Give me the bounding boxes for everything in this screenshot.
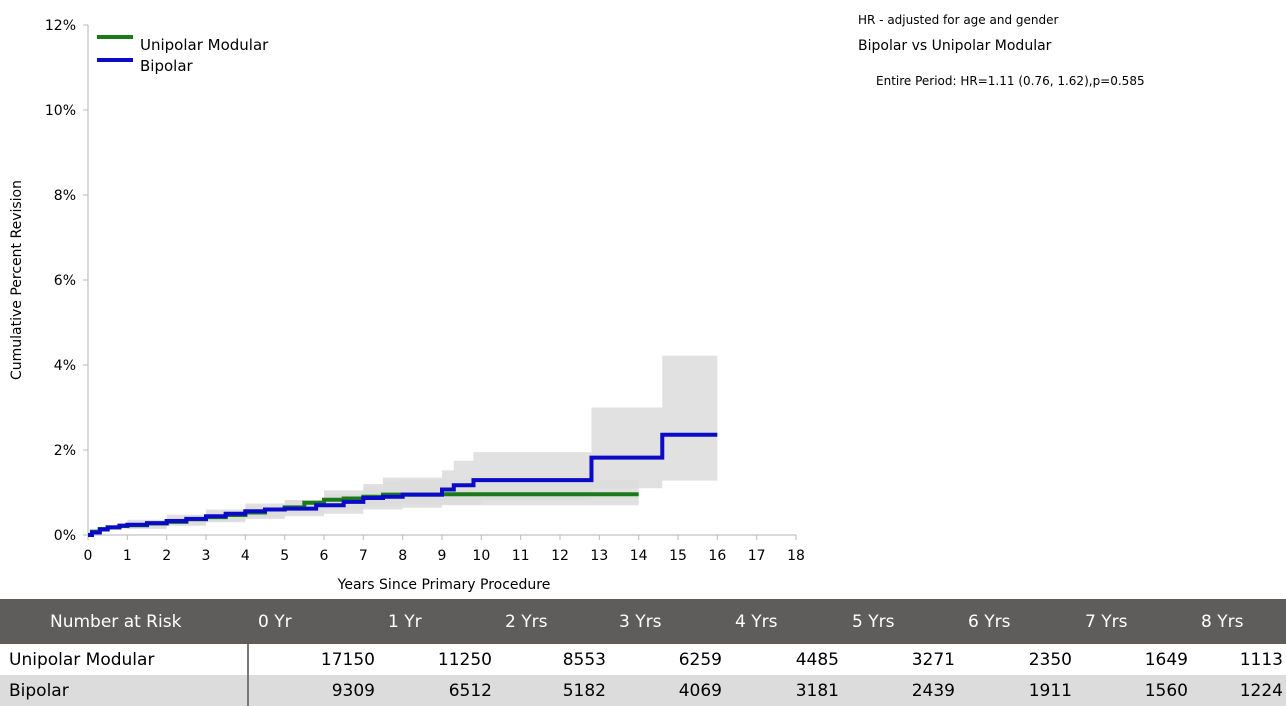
- risk-header-5yrs: 5 Yrs: [842, 599, 958, 644]
- risk-cell: 3181: [725, 675, 842, 706]
- cumulative-revision-chart: 0 1 2 3 4 5 6 7 8 9 10 11 12 13 14 15 16 17 180%2%4%6%8%10…: [9, 18, 805, 593]
- risk-header-2yrs: 2 Yrs: [495, 599, 609, 644]
- risk-cell: 1224: [1191, 675, 1286, 706]
- hr-note-title: HR - adjusted for age and gender: [858, 13, 1059, 27]
- x-tick-label: 9: [438, 548, 447, 564]
- axis-ticks: 0 1 2 3 4 5 6 7 8 9 10 11 12 13 14 15 16 17 180%2%4%6%8%10…: [45, 18, 805, 564]
- x-tick-label: 6: [320, 548, 329, 564]
- x-axis-title: Years Since Primary Procedure: [337, 577, 551, 593]
- risk-cell: 4069: [609, 675, 725, 706]
- risk-cell: 1911: [958, 675, 1075, 706]
- series-line-1: [88, 432, 718, 537]
- risk-cell: 6259: [678, 649, 722, 670]
- risk-cell: 5182: [495, 675, 609, 706]
- ci-band-series-1: [88, 355, 718, 535]
- risk-cell: 6512: [378, 675, 495, 706]
- confidence-bands: [88, 355, 718, 535]
- y-tick-label: 6%: [54, 273, 76, 289]
- risk-cell: 2439: [842, 675, 958, 706]
- risk-header-0yr: 0 Yr: [248, 599, 378, 644]
- risk-cell: 9309: [248, 675, 378, 706]
- risk-table-header: Number at Risk 0 Yr 1 Yr 2 Yrs 3 Yrs 4 Y…: [0, 599, 1286, 644]
- x-tick-label: 3: [202, 548, 211, 564]
- x-tick-label: 0: [84, 548, 93, 564]
- risk-header-6yrs: 6 Yrs: [958, 599, 1075, 644]
- risk-header-label: Number at Risk: [0, 599, 248, 644]
- x-tick-label: 11: [512, 548, 530, 564]
- series-lines: [88, 432, 718, 537]
- x-tick-label: 8: [398, 548, 407, 564]
- legend: Unipolar Modular Bipolar: [97, 35, 269, 75]
- x-tick-label: 10: [472, 548, 490, 564]
- risk-cell: 3271: [911, 649, 955, 670]
- x-tick-label: 1: [123, 548, 132, 564]
- table-row: Unipolar Modular 17150 11250 8553 6259 4…: [0, 644, 1286, 675]
- y-axis-title: Cumulative Percent Revision: [9, 180, 25, 380]
- risk-row-name: Bipolar: [0, 675, 249, 706]
- risk-cell: 2350: [1028, 649, 1072, 670]
- table-row: Bipolar 9309 6512 5182 4069 3181 2439 19…: [0, 675, 1286, 706]
- risk-cell: 11250: [437, 649, 492, 670]
- y-tick-label: 0%: [54, 528, 76, 544]
- x-tick-label: 16: [708, 548, 726, 564]
- risk-header-4yrs: 4 Yrs: [725, 599, 842, 644]
- risk-header-7yrs: 7 Yrs: [1075, 599, 1191, 644]
- x-tick-label: 13: [590, 548, 608, 564]
- y-tick-label: 10%: [45, 103, 76, 119]
- y-tick-label: 4%: [54, 358, 76, 374]
- x-tick-label: 5: [280, 548, 289, 564]
- risk-cell: 1560: [1075, 675, 1191, 706]
- x-tick-label: 7: [359, 548, 368, 564]
- x-tick-label: 12: [551, 548, 569, 564]
- risk-header-1yr: 1 Yr: [378, 599, 495, 644]
- y-tick-label: 12%: [45, 18, 76, 34]
- legend-label-bipolar: Bipolar: [140, 57, 194, 75]
- risk-header-3yrs: 3 Yrs: [609, 599, 725, 644]
- x-tick-label: 4: [241, 548, 250, 564]
- risk-cell: 1649: [1144, 649, 1188, 670]
- number-at-risk-table: Number at Risk 0 Yr 1 Yr 2 Yrs 3 Yrs 4 Y…: [0, 599, 1286, 706]
- hr-note-result: Entire Period: HR=1.11 (0.76, 1.62),p=0.…: [876, 74, 1145, 88]
- risk-row-name: Unipolar Modular: [0, 644, 249, 675]
- legend-label-unipolar: Unipolar Modular: [140, 36, 269, 54]
- risk-cell: 4485: [795, 649, 839, 670]
- x-tick-label: 18: [787, 548, 805, 564]
- x-tick-label: 2: [162, 548, 171, 564]
- risk-header-8yrs: 8 Yrs: [1191, 599, 1286, 644]
- y-tick-label: 2%: [54, 443, 76, 459]
- y-tick-label: 8%: [54, 188, 76, 204]
- hr-note-comparison: Bipolar vs Unipolar Modular: [858, 38, 1052, 54]
- x-tick-label: 15: [669, 548, 687, 564]
- x-tick-label: 14: [630, 548, 648, 564]
- x-tick-label: 17: [748, 548, 766, 564]
- risk-cell: 8553: [562, 649, 606, 670]
- risk-cell: 17150: [320, 649, 375, 670]
- risk-cell: 1113: [1239, 649, 1283, 670]
